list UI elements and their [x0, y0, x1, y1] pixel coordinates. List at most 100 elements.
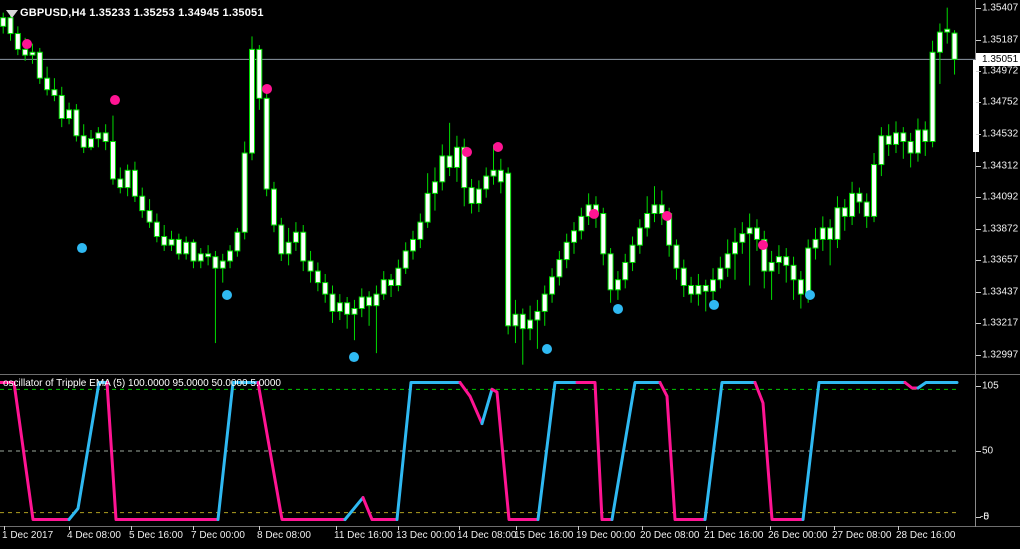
time-axis-label: 26 Dec 00:00	[768, 530, 828, 541]
price-axis-label: 1.33657	[982, 254, 1019, 266]
price-axis-tick	[976, 355, 981, 357]
oscillator-line-magenta	[0, 381, 71, 521]
oscillator-axis-label-top: 105	[982, 380, 999, 392]
candle-body	[636, 227, 643, 246]
pane-separator[interactable]	[0, 374, 1020, 375]
candle-body	[446, 155, 453, 168]
time-axis-tick	[259, 526, 260, 530]
candle-body	[753, 227, 760, 240]
time-axis-tick	[459, 526, 460, 530]
oscillator-pane[interactable]	[0, 375, 976, 526]
time-axis-tick	[834, 526, 835, 530]
candle-body	[827, 227, 834, 240]
candle-body	[161, 236, 168, 246]
time-axis-label: 7 Dec 00:00	[191, 530, 245, 541]
signal-dot-magenta	[462, 147, 472, 158]
oscillator-line-cyan	[67, 381, 109, 521]
candle-body	[914, 129, 921, 154]
candle-body	[205, 253, 212, 258]
candle-body	[951, 32, 958, 60]
oscillator-axis-tick	[976, 386, 981, 387]
candle-body	[402, 250, 409, 269]
oscillator-line-cyan	[536, 381, 579, 521]
candle-body	[351, 308, 358, 315]
oscillator-line-cyan	[801, 381, 907, 521]
candle-body	[175, 238, 182, 255]
price-axis-label: 1.35407	[982, 2, 1019, 14]
candle-body	[651, 204, 658, 215]
signal-dot-cyan	[222, 289, 232, 300]
price-axis-tick	[976, 197, 981, 199]
candle-body	[892, 132, 899, 145]
candle-body	[841, 207, 848, 217]
candle-body	[944, 28, 951, 33]
candle-body	[453, 146, 460, 168]
candle-body	[263, 97, 270, 190]
time-axis-label: 28 Dec 16:00	[896, 530, 956, 541]
price-axis-label: 1.33217	[982, 317, 1019, 329]
price-axis-tick	[976, 291, 981, 293]
candle-body	[578, 215, 585, 232]
candle-body	[790, 264, 797, 281]
candle-body	[66, 109, 73, 119]
candle-body	[358, 296, 365, 310]
candle-body	[607, 253, 614, 291]
oscillator-axis-tick	[976, 517, 981, 518]
time-axis-tick	[4, 526, 5, 530]
candle-body	[519, 313, 526, 330]
candle-body	[7, 17, 14, 35]
candle-body	[58, 94, 65, 119]
candle-body	[512, 313, 519, 327]
candle-body	[797, 279, 804, 295]
signal-dot-cyan	[805, 289, 815, 300]
candle-body	[139, 195, 146, 212]
candle-body	[307, 260, 314, 272]
oscillator-line-cyan	[480, 387, 494, 426]
price-axis-label: 1.34972	[982, 65, 1019, 77]
price-axis-tick	[976, 39, 981, 41]
candle-body	[117, 178, 124, 189]
candle-body	[249, 48, 256, 154]
candle-body	[322, 282, 329, 295]
candle-body	[219, 260, 226, 269]
candle-body	[190, 241, 197, 262]
candle-body	[497, 169, 504, 183]
oscillator-line-magenta	[256, 381, 347, 521]
time-axis-tick	[642, 526, 643, 530]
candle-body	[336, 302, 343, 312]
candle-body	[783, 256, 790, 266]
candle-body	[600, 213, 607, 255]
candle-body	[373, 293, 380, 307]
candle-body	[746, 227, 753, 235]
price-axis-tick	[976, 70, 981, 72]
price-axis-tick	[976, 102, 981, 104]
candle-body	[0, 17, 7, 27]
candle-body	[431, 181, 438, 194]
price-axis-label: 1.32997	[982, 349, 1019, 361]
candle-body	[863, 201, 870, 217]
oscillator-line-magenta	[490, 387, 540, 521]
candle-body	[805, 247, 812, 295]
candle-body	[388, 279, 395, 286]
candle-body	[14, 33, 21, 50]
candle-body	[505, 172, 512, 327]
price-axis-label: 1.34312	[982, 160, 1019, 172]
main-chart-pane[interactable]	[0, 0, 976, 374]
time-axis-label: 11 Dec 16:00	[334, 530, 393, 541]
symbol-dropdown-icon[interactable]	[6, 10, 18, 18]
time-axis-label: 4 Dec 08:00	[67, 530, 121, 541]
signal-dot-magenta	[493, 141, 503, 152]
candle-body	[168, 238, 175, 246]
candle-body	[380, 279, 387, 295]
signal-dot-magenta	[22, 39, 32, 50]
candle-body	[44, 77, 51, 91]
price-axis-tick	[976, 260, 981, 261]
candle-body	[849, 192, 856, 217]
candle-body	[29, 51, 36, 56]
candle-body	[88, 138, 95, 148]
oscillator-axis-label-zero: 0	[983, 511, 990, 523]
signal-dot-cyan	[349, 352, 359, 363]
candle-body	[929, 51, 936, 143]
candle-body	[483, 175, 490, 190]
price-axis-label: 1.33872	[982, 223, 1019, 235]
